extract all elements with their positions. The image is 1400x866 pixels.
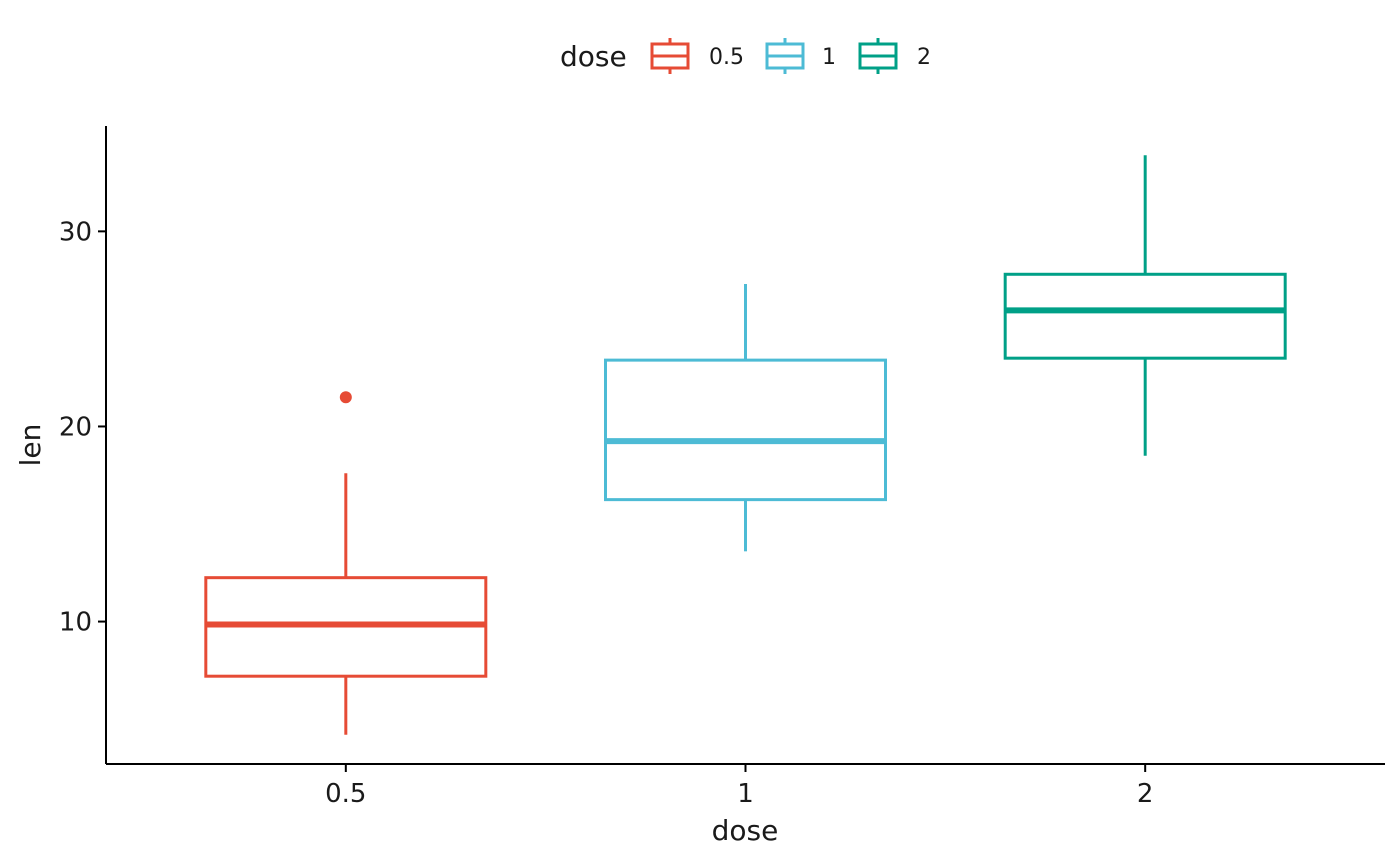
x-tick-label: 1 (737, 779, 754, 809)
legend-key-1 (765, 38, 805, 74)
legend-label: 0.5 (709, 45, 744, 70)
x-axis-title: dose (712, 814, 779, 847)
y-tick-label: 30 (59, 217, 92, 247)
legend-key-2 (858, 38, 898, 74)
plot-area (204, 155, 1287, 735)
outlier-point (339, 391, 352, 404)
legend-label: 1 (822, 45, 836, 70)
box-group-1 (604, 284, 887, 552)
y-axis-title: len (14, 424, 47, 467)
x-tick-label: 2 (1137, 779, 1154, 809)
box-group-0-5 (204, 391, 488, 735)
legend-key-0-5 (650, 38, 690, 74)
legend-title: dose (560, 40, 627, 73)
y-tick-label: 20 (59, 412, 92, 442)
box-iqr (604, 358, 887, 502)
box-group-2 (1003, 155, 1287, 456)
y-tick-label: 10 (59, 608, 92, 638)
legend: dose 0.5 1 2 (560, 38, 931, 74)
legend-label: 2 (917, 45, 931, 70)
box-iqr (1003, 272, 1287, 360)
axes: dose len 10 20 30 0.5 1 2 (14, 126, 1385, 847)
x-tick-label: 0.5 (325, 779, 366, 809)
